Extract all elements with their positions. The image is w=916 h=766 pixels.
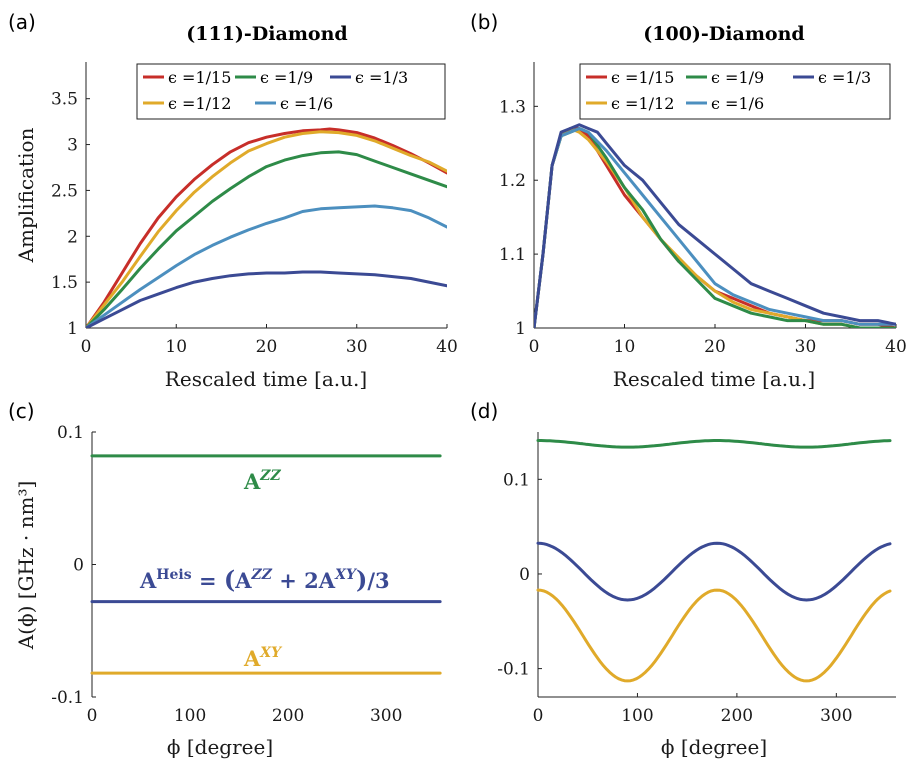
annotation-azz: AZZ [243, 468, 282, 494]
legend-b: ϵ =1/15 ϵ =1/9 ϵ =1/3 ϵ =1/12 ϵ =1/6 [579, 63, 891, 120]
axes-d: 0 100 200 300 -0.1 0 0.1 [497, 432, 896, 726]
legend-label-a-2: ϵ =1/3 [355, 68, 408, 87]
x-tick-label-b: 10 [614, 337, 636, 357]
y-axis-label-a: Amplification [14, 127, 38, 263]
panel-label-b: (b) [470, 10, 498, 34]
series-line-a-4 [86, 270, 447, 328]
axes-b: 0 10 20 30 40 1 1.1 1.2 1.3 [499, 62, 907, 357]
annotation-axy-sup: XY [259, 645, 283, 661]
x-tick-label-b: 20 [704, 337, 726, 357]
series-line-a-0 [86, 127, 447, 328]
x-tick-label-c: 200 [272, 706, 304, 726]
panel-label-c: (c) [8, 399, 35, 423]
series-line-d-1 [536, 541, 892, 602]
series-group-b [534, 123, 896, 328]
y-tick-label-a: 1 [67, 319, 78, 339]
x-axis-label-a: Rescaled time [a.u.] [165, 367, 367, 391]
x-tick-label-d: 200 [721, 706, 753, 726]
chart-title-b: (100)-Diamond [643, 23, 804, 45]
y-tick-label-d: 0.1 [503, 470, 530, 490]
x-tick-label-c: 300 [370, 706, 402, 726]
annotation-axy: AXY [243, 645, 283, 671]
axes-a: 0 10 20 30 40 1 1.5 2 2.5 3 3.5 [51, 62, 458, 357]
y-tick-label-a: 3 [67, 136, 78, 156]
panel-label-a: (a) [8, 10, 36, 34]
x-axis-label-c: ϕ [degree] [167, 735, 273, 759]
y-tick-label-c: 0.1 [57, 423, 84, 443]
legend-label-b-3: ϵ =1/12 [611, 94, 674, 113]
y-tick-label-b: 1.3 [499, 97, 526, 117]
series-line-b-3 [534, 127, 896, 328]
y-tick-label-b: 1.2 [499, 171, 526, 191]
x-tick-label-b: 30 [795, 337, 817, 357]
x-tick-label-a: 20 [256, 337, 278, 357]
y-tick-label-a: 3.5 [51, 90, 78, 110]
x-tick-label-d: 300 [820, 706, 852, 726]
chart-title-a: (111)-Diamond [186, 23, 347, 45]
x-tick-label-c: 0 [87, 706, 98, 726]
legend-a: ϵ =1/15 ϵ =1/9 ϵ =1/3 ϵ =1/12 ϵ =1/6 [136, 63, 446, 120]
x-tick-label-a: 40 [436, 337, 458, 357]
y-axis-label-c: A(ϕ) [GHz · nm³] [14, 481, 38, 651]
y-tick-label-d: 0 [519, 565, 530, 585]
x-tick-label-d: 0 [533, 706, 544, 726]
x-tick-label-c: 100 [174, 706, 206, 726]
y-tick-label-b: 1 [515, 319, 526, 339]
x-axis-label-b: Rescaled time [a.u.] [613, 367, 815, 391]
legend-label-a-3: ϵ =1/12 [168, 94, 231, 113]
series-line-a-3 [86, 204, 447, 328]
x-tick-label-d: 100 [621, 706, 653, 726]
x-tick-label-b: 40 [885, 337, 907, 357]
series-group-a [86, 127, 447, 328]
y-tick-label-c: -0.1 [51, 688, 84, 708]
legend-box-a [136, 63, 446, 120]
x-tick-label-a: 0 [81, 337, 92, 357]
y-tick-label-a: 2.5 [51, 181, 78, 201]
series-line-b-2 [534, 127, 896, 328]
legend-box-b [579, 63, 891, 120]
series-line-a-2 [86, 150, 447, 328]
annotation-azz-sup: ZZ [259, 468, 281, 484]
legend-label-b-1: ϵ =1/9 [711, 68, 764, 87]
y-tick-label-d: -0.1 [497, 660, 530, 680]
y-tick-label-a: 2 [67, 227, 78, 247]
x-axis-label-d: ϕ [degree] [661, 735, 767, 759]
legend-label-b-0: ϵ =1/15 [611, 68, 674, 87]
annotation-axy-base: A [243, 646, 261, 671]
x-tick-label-a: 30 [346, 337, 368, 357]
legend-label-b-4: ϵ =1/6 [711, 94, 764, 113]
annotation-azz-base: A [243, 469, 261, 494]
x-tick-label-b: 0 [529, 337, 540, 357]
y-tick-label-b: 1.1 [499, 245, 526, 265]
panel-label-d: (d) [470, 399, 498, 423]
series-group-d [536, 439, 892, 683]
legend-label-a-0: ϵ =1/15 [168, 68, 231, 87]
axes-c: 0 100 200 300-0.100.1 [51, 423, 442, 726]
annotation-aheis: AHeis = (AZZ + 2AXY)/3 [139, 565, 390, 594]
legend-label-b-2: ϵ =1/3 [818, 68, 871, 87]
series-line-d-2 [536, 588, 892, 683]
series-line-a-1 [86, 130, 447, 328]
series-group-c [90, 454, 442, 675]
y-tick-label-a: 1.5 [51, 273, 78, 293]
series-line-b-4 [534, 123, 896, 328]
y-tick-label-c: 0 [73, 556, 84, 576]
x-tick-label-a: 10 [165, 337, 187, 357]
legend-label-a-4: ϵ =1/6 [280, 94, 333, 113]
legend-label-a-1: ϵ =1/9 [260, 68, 313, 87]
series-line-d-0 [536, 439, 892, 449]
